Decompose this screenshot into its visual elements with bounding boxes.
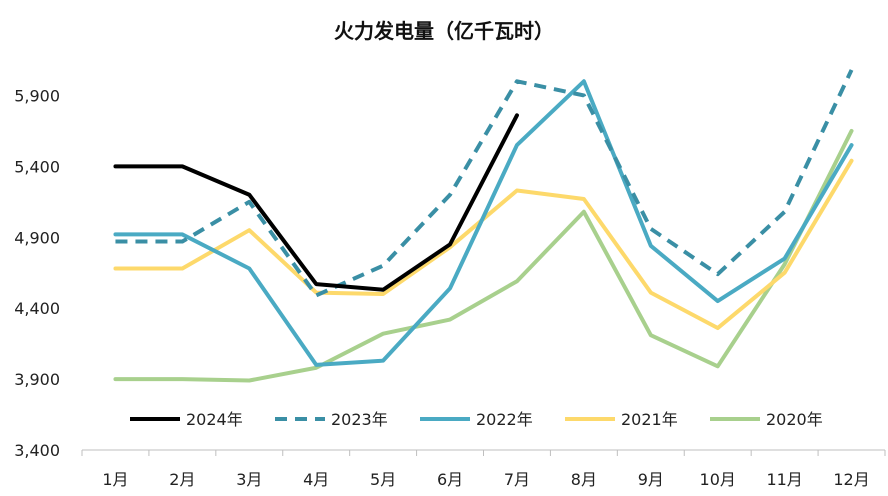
y-tick-label: 4,900	[14, 228, 60, 247]
series-line-2020年	[113, 128, 854, 383]
y-tick-label: 3,900	[14, 370, 60, 389]
x-tick-label: 7月	[504, 470, 530, 489]
x-tick-label: 1月	[102, 470, 128, 489]
chart-legend: 2024年 2023年 2022年 2021年 2020年	[130, 410, 823, 429]
chart-axes: 1月 2月 3月 4月 5月 6月 7月 8月 9月 10月 11月 12月 3,400 3,900 4,4…	[14, 86, 886, 489]
x-tick-label: 12月	[833, 470, 869, 489]
x-tick-label: 8月	[571, 470, 597, 489]
chart-title: 火力发电量（亿千瓦时）	[334, 19, 554, 43]
y-tick-label: 5,400	[14, 157, 60, 176]
y-tick-label: 3,400	[14, 441, 60, 460]
x-tick-label: 2月	[169, 470, 195, 489]
series-lines	[113, 69, 854, 383]
series-line-2023年	[115, 69, 854, 298]
x-tick-label: 11月	[766, 470, 802, 489]
y-tick-label: 5,900	[14, 86, 60, 105]
x-tick-label: 10月	[700, 470, 736, 489]
legend-label: 2022年	[476, 410, 533, 429]
x-tick-label: 4月	[303, 470, 329, 489]
x-tick-label: 9月	[638, 470, 664, 489]
legend-label: 2024年	[186, 410, 243, 429]
series-line-2022年	[113, 79, 854, 367]
x-tick-label: 3月	[236, 470, 262, 489]
legend-label: 2023年	[331, 410, 388, 429]
x-tick-label: 5月	[370, 470, 396, 489]
legend-label: 2020年	[766, 410, 823, 429]
y-tick-label: 4,400	[14, 299, 60, 318]
legend-label: 2021年	[621, 410, 678, 429]
x-tick-label: 6月	[437, 470, 463, 489]
series-line-2024年	[113, 113, 519, 292]
